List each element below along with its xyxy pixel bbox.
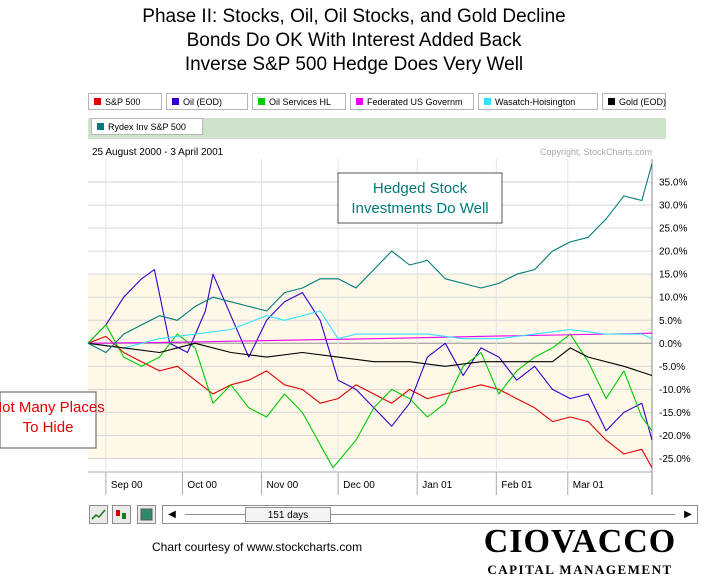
x-tick-label: Jan 01 (422, 480, 452, 491)
legend-label: Oil (EOD) (183, 97, 222, 107)
legend-item: Gold (EOD) (602, 93, 666, 110)
annotation-text: Not Many Places (0, 399, 105, 416)
chart-courtesy: Chart courtesy of www.stockcharts.com (152, 540, 363, 554)
scroll-left-arrow[interactable]: ◀ (168, 509, 176, 520)
x-tick-label: Dec 00 (343, 480, 375, 491)
bar-chart-icon[interactable] (137, 505, 156, 524)
y-tick-label: -10.0% (659, 385, 691, 396)
y-tick-label: 20.0% (659, 247, 687, 258)
y-tick-label: 35.0% (659, 178, 687, 189)
legend-swatch (258, 98, 265, 105)
date-range-label: 25 August 2000 - 3 April 2001 (92, 147, 224, 158)
annotation-box (337, 172, 503, 224)
series-line (87, 163, 653, 354)
y-tick-label: 0.0% (659, 339, 682, 350)
legend-item: Federated US Governm (350, 93, 474, 110)
legend-item: Oil Services HL (252, 93, 346, 110)
legend-item: Wasatch-Hoisington (478, 93, 598, 110)
series-line (87, 324, 653, 469)
x-tick-label: Sep 00 (111, 480, 143, 491)
y-tick-label: -25.0% (659, 454, 691, 465)
annotation-text: Hedged Stock (373, 180, 468, 197)
legend-label: Gold (EOD) (619, 97, 667, 107)
legend-swatch (172, 98, 179, 105)
brand-logo: CIOVACCO CAPITAL MANAGEMENT (470, 522, 690, 578)
series-line (87, 310, 653, 349)
annotation-box (0, 391, 97, 449)
series-line (87, 342, 653, 377)
legend-label: Rydex Inv S&P 500 (108, 122, 186, 132)
y-tick-label: 25.0% (659, 224, 687, 235)
series-line (87, 332, 653, 344)
y-tick-label: 30.0% (659, 201, 687, 212)
chart-title-line-1: Phase II: Stocks, Oil, Oil Stocks, and G… (142, 6, 566, 27)
chart-title-line-3: Inverse S&P 500 Hedge Does Very Well (184, 54, 524, 75)
copyright-label: Copyright, StockCharts.com (540, 147, 652, 157)
x-tick-label: Nov 00 (267, 480, 299, 491)
x-tick-label: Mar 01 (573, 480, 605, 491)
annotation-text: To Hide (23, 419, 74, 436)
legend-swatch (608, 98, 615, 105)
brand-subtitle: CAPITAL MANAGEMENT (487, 562, 673, 577)
legend-swatch (484, 98, 491, 105)
chart-svg: 35.0% 30.0% 25.0% 20.0% 15.0% 10.0% 5.0% 0.0% -5… (0, 147, 691, 495)
chart-frame: 35.0% 30.0% 25.0% 20.0% 15.0% 10.0% 5.0% 0.0% -5… (0, 140, 691, 497)
x-tick-label: Oct 00 (187, 480, 217, 491)
scroll-right-arrow[interactable]: ▶ (684, 509, 692, 520)
range-slider-thumb[interactable]: 151 days (245, 507, 331, 522)
legend-band (88, 118, 666, 139)
line-chart-icon[interactable] (89, 505, 108, 524)
y-tick-label: -15.0% (659, 408, 691, 419)
legend-item: Rydex Inv S&P 500 (91, 118, 203, 135)
legend-label: S&P 500 (105, 97, 141, 107)
legend-label: Wasatch-Hoisington (495, 97, 576, 107)
legend-swatch (97, 123, 104, 130)
series-line (87, 335, 653, 468)
y-tick-label: 5.0% (659, 316, 682, 327)
legend-label: Oil Services HL (269, 97, 332, 107)
date-range-scrollbar[interactable]: ◀ 151 days ▶ (162, 505, 698, 524)
legend-item: S&P 500 (88, 93, 162, 110)
y-tick-label: -5.0% (659, 362, 685, 373)
candlestick-icon[interactable] (112, 505, 131, 524)
annotation-text: Investments Do Well (351, 200, 488, 217)
brand-name: CIOVACCO (483, 523, 677, 560)
chart-title-line-2: Bonds Do OK With Interest Added Back (186, 30, 522, 51)
legend-item: Oil (EOD) (166, 93, 248, 110)
y-tick-label: -20.0% (659, 431, 691, 442)
legend-label: Federated US Governm (367, 97, 463, 107)
y-tick-label: 10.0% (659, 293, 687, 304)
scroll-track (185, 514, 675, 515)
x-tick-label: Feb 01 (501, 480, 533, 491)
chart-legend: S&P 500 Oil (EOD) Oil Services HL Federated… (88, 93, 666, 138)
legend-swatch (94, 98, 101, 105)
legend-swatch (356, 98, 363, 105)
y-tick-label: 15.0% (659, 270, 687, 281)
